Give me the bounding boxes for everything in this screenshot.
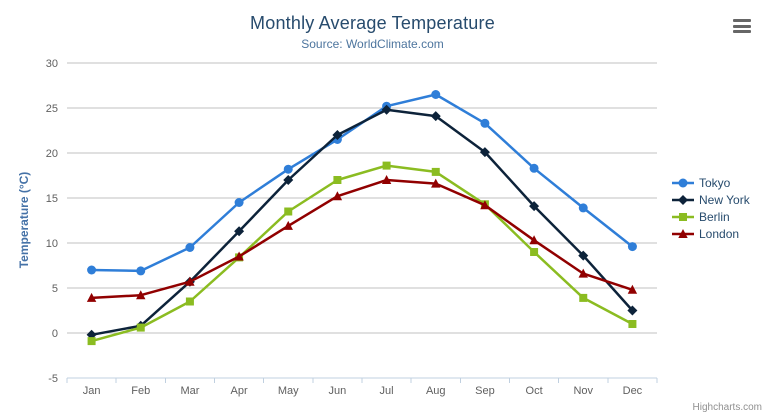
y-axis-label: 30	[46, 58, 58, 70]
london-series-marker-icon	[672, 228, 694, 238]
chart-title: Monthly Average Temperature	[250, 13, 495, 33]
x-axis-label: Dec	[623, 385, 643, 397]
tokyo-series-marker-icon	[672, 178, 694, 187]
x-axis-label: Mar	[180, 385, 199, 397]
legend-label: London	[699, 226, 740, 241]
legend-item-berlin[interactable]: Berlin	[672, 208, 750, 225]
hamburger-bar	[733, 24, 751, 28]
x-axis-label: Jul	[380, 385, 394, 397]
y-axis-label: -5	[48, 373, 58, 385]
credits-link[interactable]: Highcharts.com	[692, 402, 762, 413]
x-axis-label: Aug	[426, 385, 446, 397]
x-axis-label: Apr	[231, 385, 248, 397]
x-axis-label: May	[278, 385, 299, 397]
legend-item-new-york[interactable]: New York	[672, 191, 750, 208]
legend-item-tokyo[interactable]: Tokyo	[672, 174, 750, 191]
x-axis	[66, 377, 658, 383]
chart-subtitle: Source: WorldClimate.com	[301, 37, 444, 51]
legend-item-london[interactable]: London	[672, 225, 750, 242]
x-axis-labels: Jan Feb Mar Apr May Jun Jul Aug Sep Oct Nov Dec	[83, 385, 643, 397]
hamburger-bar	[733, 30, 751, 33]
hamburger-icon[interactable]	[733, 19, 751, 33]
x-axis-label: Sep	[475, 385, 495, 397]
series-london	[86, 175, 638, 302]
y-axis-labels: -5 0 5 10 15 20 25 30	[46, 58, 58, 385]
x-axis-label: Nov	[573, 385, 593, 397]
series-tokyo	[87, 90, 637, 276]
legend-label: New York	[699, 192, 750, 207]
legend-label: Tokyo	[699, 175, 731, 190]
series-new-york	[86, 104, 638, 340]
x-axis-label: Oct	[526, 385, 543, 397]
y-axis-label: 0	[52, 328, 58, 340]
gridlines	[67, 62, 657, 379]
x-axis-label: Feb	[131, 385, 150, 397]
legend: Tokyo New York Berlin London	[672, 174, 750, 242]
hamburger-bar	[733, 19, 751, 22]
y-axis-label: 20	[46, 148, 58, 160]
y-axis-label: 5	[52, 283, 58, 295]
y-axis-label: 25	[46, 103, 58, 115]
berlin-series-marker-icon	[672, 212, 694, 221]
x-axis-label: Jun	[329, 385, 347, 397]
y-axis-label: 15	[46, 193, 58, 205]
y-axis-label: 10	[46, 238, 58, 250]
new-york-series-marker-icon	[672, 194, 694, 205]
legend-label: Berlin	[699, 209, 730, 224]
x-axis-label: Jan	[83, 385, 101, 397]
